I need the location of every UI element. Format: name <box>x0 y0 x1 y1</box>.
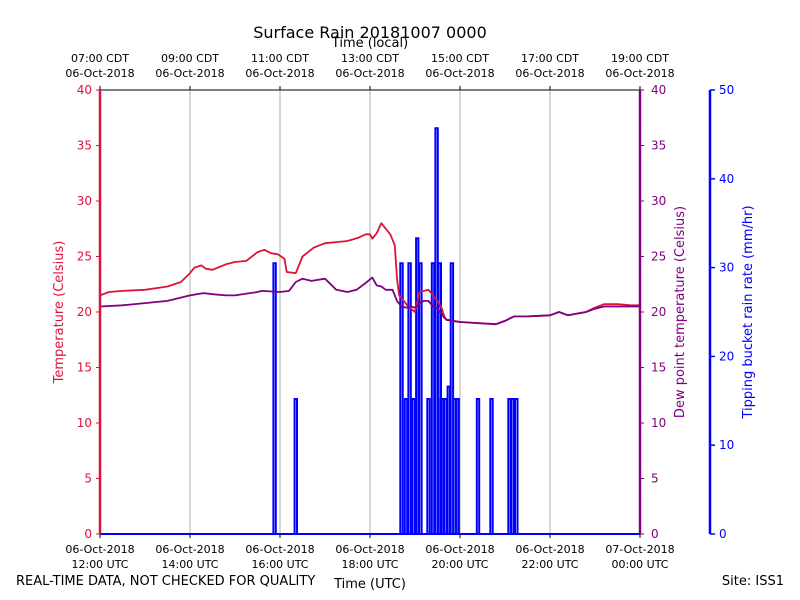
local-time-axis: 07:00 CDT 06-Oct-2018 09:00 CDT 06-Oct-2018… <box>65 52 675 90</box>
temperature-axis-label: Temperature (Celsius) <box>52 241 67 385</box>
dew-tick-label: 10 <box>651 416 666 430</box>
dew-tick-label: 15 <box>651 361 666 375</box>
rain-tick-label: 10 <box>719 438 734 452</box>
grid <box>189 90 551 534</box>
rain-rate-spike <box>415 237 420 534</box>
rain-rate-spike <box>293 398 298 534</box>
top-tick-date: 06-Oct-2018 <box>155 67 224 80</box>
x-tick-date: 06-Oct-2018 <box>335 543 404 556</box>
rain-rate-spike <box>446 385 451 534</box>
rain-rate-spike <box>411 398 416 534</box>
top-tick-time: 19:00 CDT <box>611 52 669 65</box>
top-tick-time: 13:00 CDT <box>341 52 399 65</box>
temp-tick-label: 5 <box>84 472 92 486</box>
top-tick-date: 06-Oct-2018 <box>515 67 584 80</box>
rain-tick-label: 40 <box>719 172 734 186</box>
rain-rate-spike <box>455 398 460 534</box>
rain-rate-spike <box>403 398 409 534</box>
top-tick-time: 17:00 CDT <box>521 52 579 65</box>
rain-tick-label: 20 <box>719 349 734 363</box>
rain-rate-axis: 0 10 20 30 40 50 <box>710 83 734 541</box>
temp-tick-label: 20 <box>77 305 92 319</box>
x-tick-date: 06-Oct-2018 <box>155 543 224 556</box>
dew-point-line <box>99 276 640 326</box>
temp-tick-label: 40 <box>77 83 92 97</box>
top-tick-time: 07:00 CDT <box>71 52 129 65</box>
temperature-axis: 0 5 10 15 20 25 30 35 40 <box>77 83 100 541</box>
rain-tick-label: 0 <box>719 527 727 541</box>
dew-tick-label: 5 <box>651 472 659 486</box>
x-tick-time: 20:00 UTC <box>431 558 488 571</box>
x-tick-date: 06-Oct-2018 <box>65 543 134 556</box>
x-tick-time: 16:00 UTC <box>251 558 308 571</box>
rain-rate-spike <box>426 398 431 534</box>
top-tick-time: 09:00 CDT <box>161 52 219 65</box>
top-tick-date: 06-Oct-2018 <box>65 67 134 80</box>
x-tick-date: 07-Oct-2018 <box>605 543 674 556</box>
dew-point-axis-label: Dew point temperature (Celsius) <box>673 206 688 418</box>
x-tick-time: 22:00 UTC <box>521 558 578 571</box>
x-tick-time: 18:00 UTC <box>341 558 398 571</box>
dew-tick-label: 25 <box>651 250 666 264</box>
rain-rate-spike <box>510 398 515 534</box>
top-tick-date: 06-Oct-2018 <box>335 67 404 80</box>
rain-tick-label: 30 <box>719 261 734 275</box>
rain-rate-spike <box>272 262 277 534</box>
temp-tick-label: 30 <box>77 194 92 208</box>
top-axis-label: Time (local) <box>331 36 408 51</box>
dew-tick-label: 40 <box>651 83 666 97</box>
x-tick-date: 06-Oct-2018 <box>515 543 584 556</box>
top-tick-date: 06-Oct-2018 <box>605 67 674 80</box>
rain-rate-spike <box>430 262 436 534</box>
temp-tick-label: 25 <box>77 250 92 264</box>
rain-rate-spike <box>507 398 512 534</box>
rain-rate-spike <box>514 398 519 534</box>
bottom-axis-label: Time (UTC) <box>333 577 406 592</box>
x-tick-date: 06-Oct-2018 <box>245 543 314 556</box>
rain-rate-spike <box>443 398 448 534</box>
top-tick-date: 06-Oct-2018 <box>245 67 314 80</box>
rain-rate-spike <box>399 262 404 534</box>
dew-tick-label: 0 <box>651 527 659 541</box>
temp-tick-label: 15 <box>77 361 92 375</box>
series-layer <box>99 127 640 535</box>
temp-tick-label: 35 <box>77 139 92 153</box>
rain-rate-spike <box>489 398 494 534</box>
top-tick-time: 11:00 CDT <box>251 52 309 65</box>
top-tick-date: 06-Oct-2018 <box>425 67 494 80</box>
dew-tick-label: 20 <box>651 305 666 319</box>
rain-rate-spike <box>452 398 457 534</box>
rain-rate-axis-label: Tipping bucket rain rate (mm/hr) <box>741 205 756 419</box>
dew-point-axis: 0 5 10 15 20 25 30 35 40 <box>640 83 666 541</box>
x-tick-date: 06-Oct-2018 <box>425 543 494 556</box>
rain-rate-spike <box>475 398 481 534</box>
quality-disclaimer: REAL-TIME DATA, NOT CHECKED FOR QUALITY <box>16 574 316 589</box>
rain-rate-spike <box>439 398 445 534</box>
x-tick-time: 00:00 UTC <box>611 558 668 571</box>
temp-tick-label: 0 <box>84 527 92 541</box>
rain-rate-spike <box>418 262 423 534</box>
chart-title: Surface Rain 20181007 0000 <box>253 23 487 42</box>
rain-rate-spike <box>434 127 439 534</box>
dew-tick-label: 35 <box>651 139 666 153</box>
x-tick-time: 12:00 UTC <box>71 558 128 571</box>
top-tick-time: 15:00 CDT <box>431 52 489 65</box>
utc-time-axis: 06-Oct-2018 12:00 UTC 06-Oct-2018 14:00 UTC… <box>65 534 675 571</box>
site-label: Site: ISS1 <box>721 574 784 589</box>
rain-tick-label: 50 <box>719 83 734 97</box>
x-tick-time: 14:00 UTC <box>161 558 218 571</box>
rain-rate-spike <box>407 262 412 534</box>
dew-tick-label: 30 <box>651 194 666 208</box>
temp-tick-label: 10 <box>77 416 92 430</box>
